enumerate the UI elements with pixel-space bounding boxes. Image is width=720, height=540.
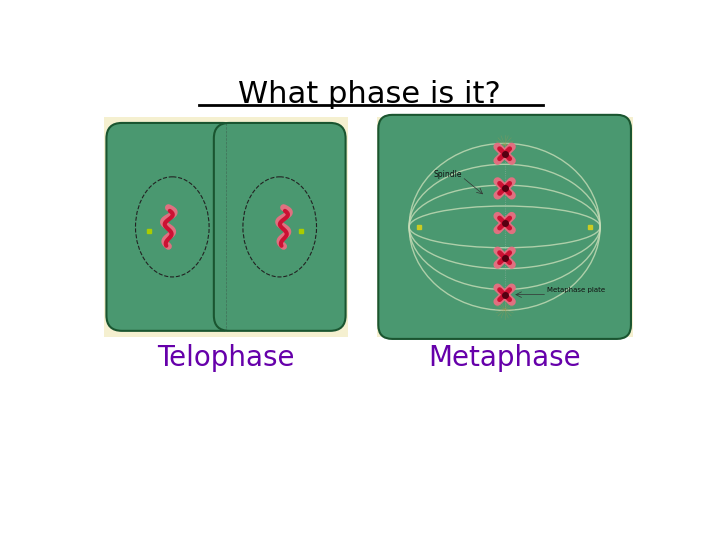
FancyBboxPatch shape: [378, 115, 631, 339]
Text: Telophase: Telophase: [157, 344, 294, 372]
Text: Metaphase: Metaphase: [428, 344, 581, 372]
FancyBboxPatch shape: [377, 117, 632, 336]
FancyBboxPatch shape: [214, 123, 346, 331]
Text: Metaphase plate: Metaphase plate: [547, 287, 606, 293]
Text: What phase is it?: What phase is it?: [238, 79, 500, 109]
FancyBboxPatch shape: [104, 117, 348, 336]
Text: Spindle: Spindle: [433, 170, 462, 179]
FancyBboxPatch shape: [107, 123, 238, 331]
